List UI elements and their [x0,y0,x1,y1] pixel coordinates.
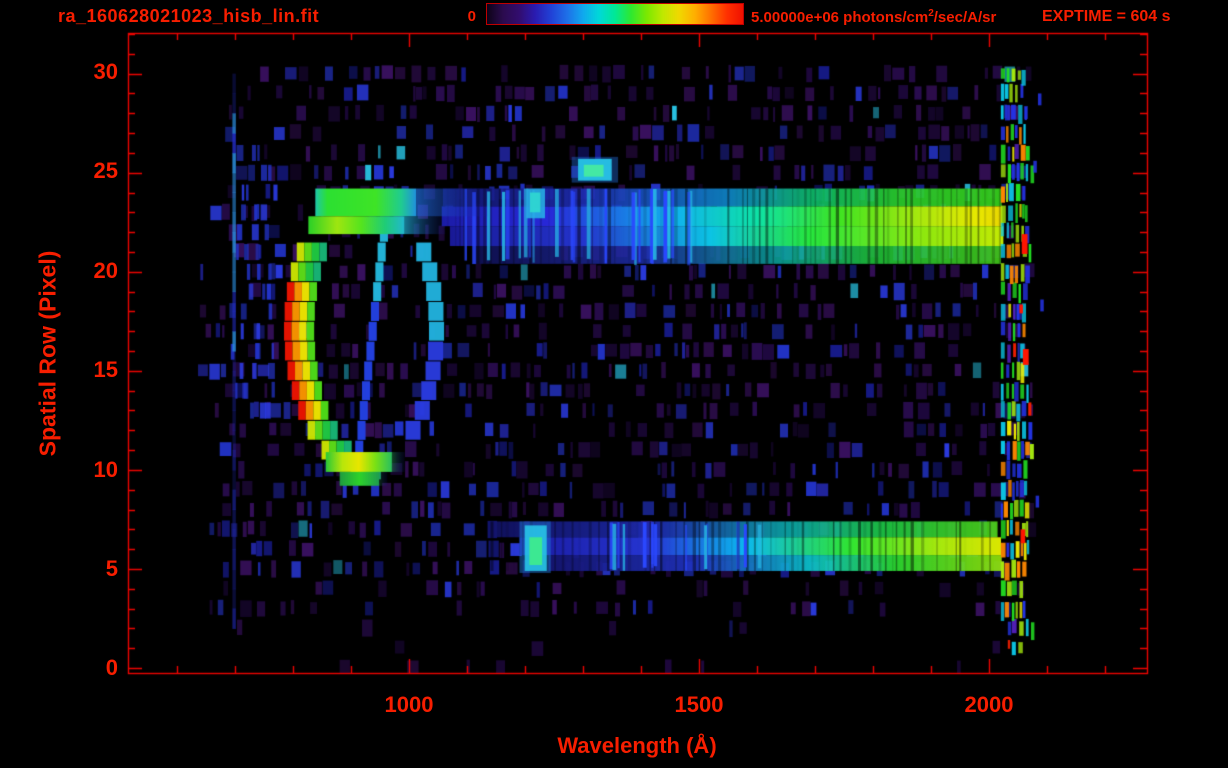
colorbar-max-value: 5.00000e+06 photons/cm [751,9,929,26]
colorbar-min-label: 0 [467,8,476,25]
y-tick-label-25: 25 [93,158,118,183]
colorbar-units-superscript: 2 [928,8,934,19]
y-tick-label-0: 0 [105,655,118,680]
colorbar-max-label: 5.00000e+06 photons/cm2/sec/A/sr [751,8,996,26]
x-tick-label-2000: 2000 [964,692,1014,717]
colorbar-gradient [486,3,744,25]
y-axis-title: Spatial Row (Pixel) [34,250,61,457]
x-tick-label-1500: 1500 [674,692,724,717]
x-axis-title: Wavelength (Å) [557,733,717,758]
y-tick-label-10: 10 [93,457,118,482]
y-tick-label-15: 15 [93,357,118,382]
y-tick-label-30: 30 [93,59,118,84]
page-title: ra_160628021023_hisb_lin.fit [58,6,320,26]
y-tick-label-5: 5 [105,556,118,581]
colorbar-units-suffix: /sec/A/sr [933,9,997,26]
y-tick-label-20: 20 [93,258,118,283]
exptime-label: EXPTIME = 604 s [1042,8,1171,25]
x-tick-label-1000: 1000 [384,692,434,717]
